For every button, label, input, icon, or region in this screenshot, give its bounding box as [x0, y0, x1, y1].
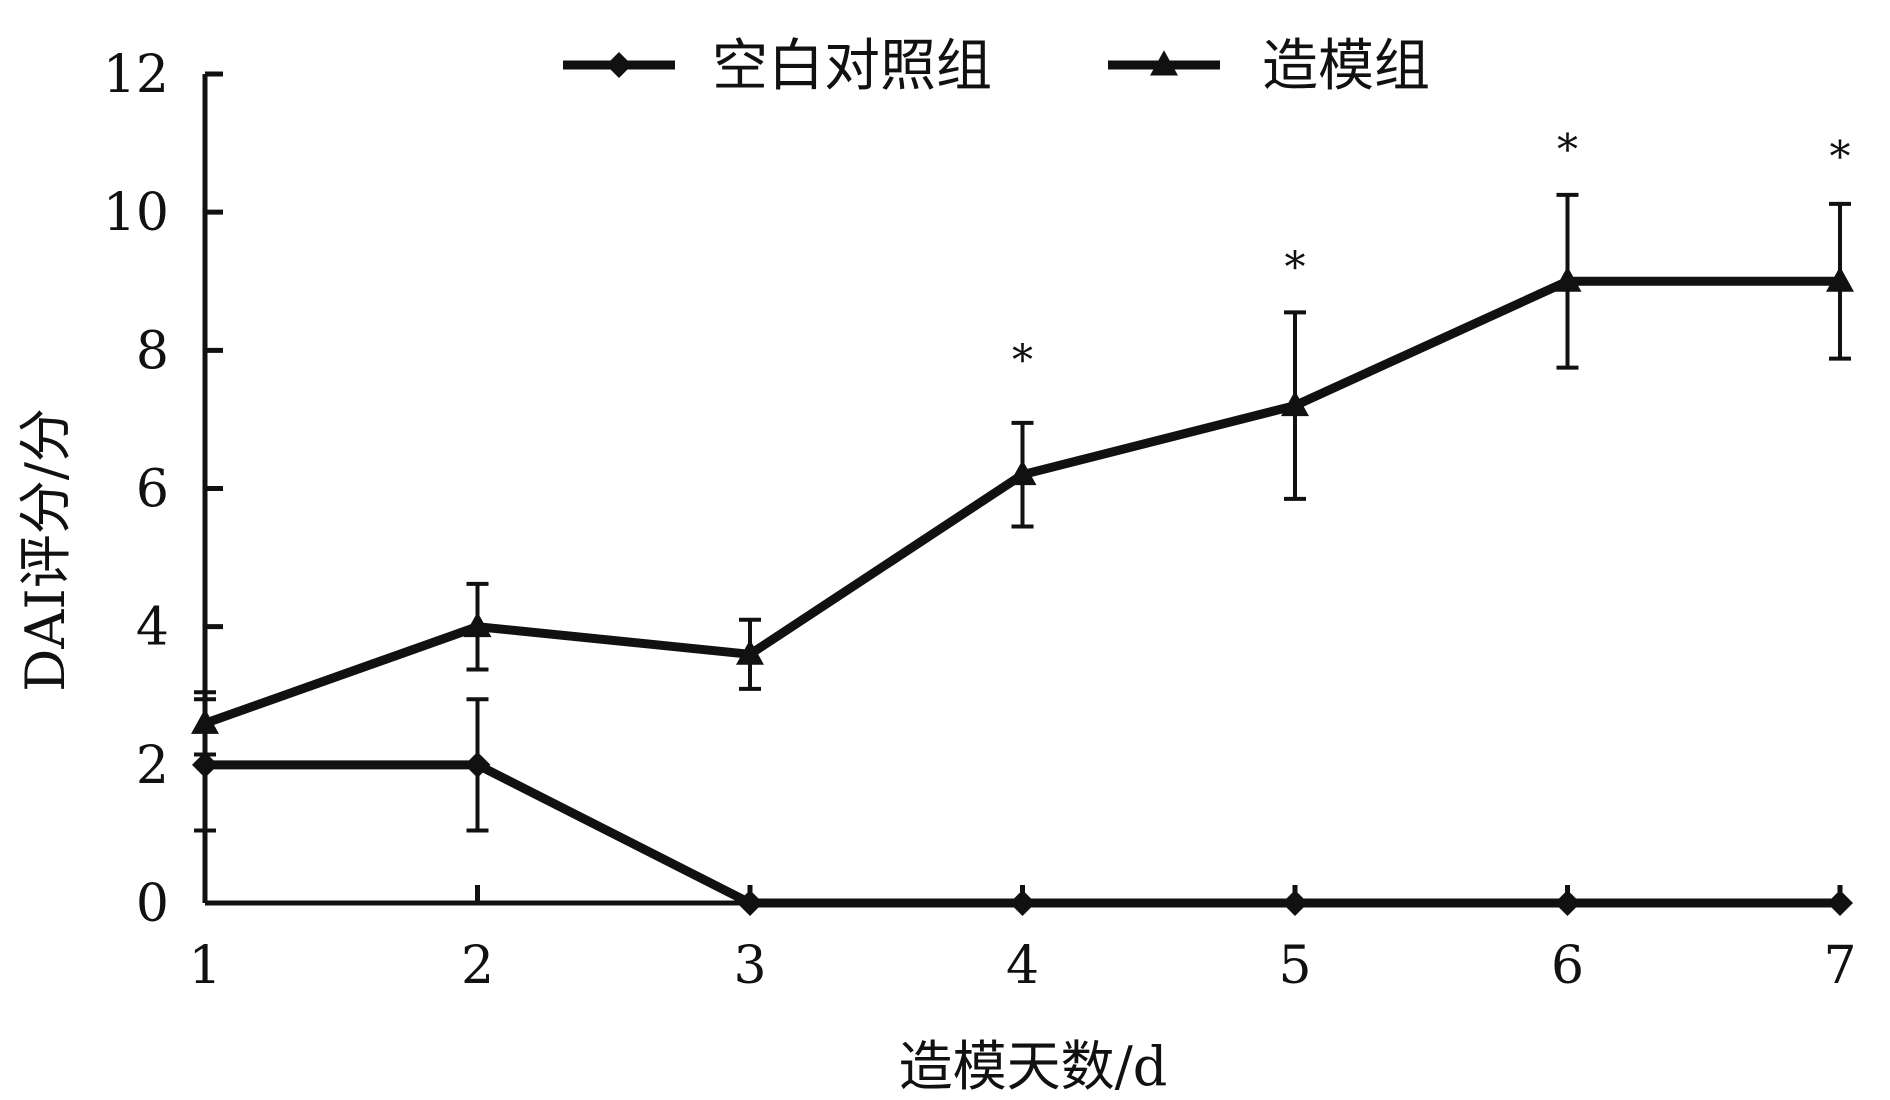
data-point-diamond [1009, 890, 1036, 916]
error-bars [194, 192, 1851, 833]
data-point-diamond [737, 890, 763, 916]
data-point-diamond [1554, 890, 1581, 916]
legend-marker-triangle [1150, 50, 1178, 76]
y-tick-label: 2 [136, 736, 169, 796]
data-point-diamond [464, 751, 491, 778]
significance-star: * [1557, 125, 1578, 174]
x-tick-label: 6 [1551, 936, 1584, 996]
data-point-triangle [1553, 266, 1582, 292]
data-point-triangle [463, 611, 492, 638]
data-point-triangle [1008, 459, 1037, 486]
legend-label: 造模组 [1262, 34, 1430, 99]
legend-marker-diamond [606, 52, 632, 78]
x-tick-label: 5 [1278, 936, 1311, 996]
y-tick-label: 10 [103, 183, 169, 243]
x-tick-label: 2 [461, 936, 494, 996]
legend-label: 空白对照组 [712, 34, 992, 99]
x-tick-label: 7 [1823, 936, 1856, 996]
significance-star: * [1012, 336, 1033, 385]
data-point-triangle [1281, 390, 1309, 417]
data-point-triangle [736, 639, 764, 665]
series-markers [191, 266, 1854, 916]
x-tick-label: 1 [188, 936, 221, 996]
data-point-diamond [1827, 890, 1853, 916]
x-tick-label: 4 [1006, 936, 1039, 996]
series-line-1 [205, 760, 1840, 908]
x-tick-label: 3 [733, 936, 766, 996]
legend: 空白对照组 造模组 [563, 34, 1430, 99]
y-tick-label: 0 [136, 874, 169, 934]
x-axis-title: 造模天数/d [899, 1035, 1168, 1098]
significance-star: * [1285, 242, 1306, 291]
data-point-triangle [191, 708, 219, 734]
y-axis-title: DAI评分/分 [14, 408, 77, 692]
significance-annotations: * * * * [1012, 125, 1851, 385]
data-point-diamond [1282, 890, 1308, 916]
significance-star: * [1830, 132, 1851, 181]
data-point-diamond [192, 751, 218, 778]
y-tick-label: 6 [136, 460, 169, 520]
y-tick-label: 12 [103, 45, 169, 105]
y-tick-label: 4 [136, 598, 169, 658]
data-point-triangle [1826, 266, 1854, 292]
y-tick-label: 8 [136, 321, 169, 381]
